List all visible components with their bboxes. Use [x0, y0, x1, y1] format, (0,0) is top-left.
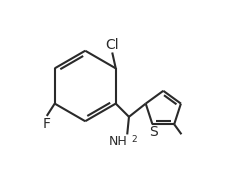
Text: NH: NH — [108, 135, 127, 148]
Text: Cl: Cl — [105, 38, 119, 52]
Text: 2: 2 — [132, 135, 137, 144]
Text: S: S — [149, 125, 158, 139]
Text: F: F — [43, 117, 51, 131]
